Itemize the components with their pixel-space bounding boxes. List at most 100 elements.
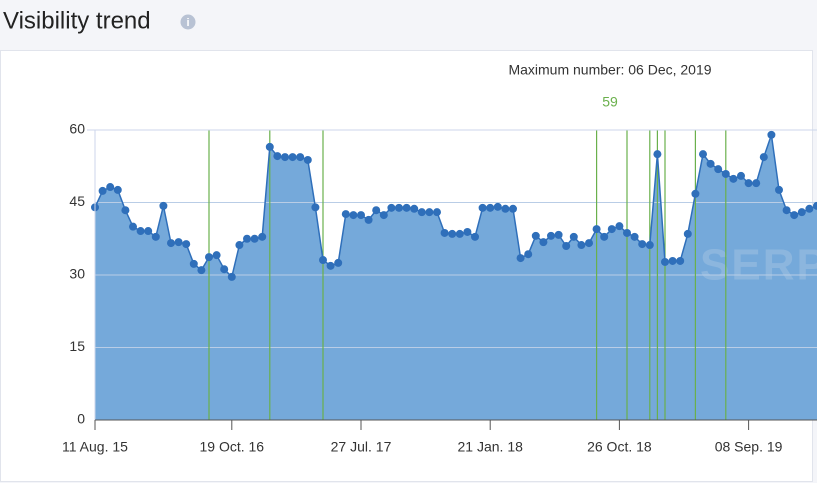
point [417,208,426,217]
point [683,229,692,238]
point [151,232,160,241]
point [585,239,593,248]
x-tick-label: 26 Oct. 18 [587,439,652,455]
area [95,134,817,421]
point [288,153,297,162]
point [501,204,510,213]
point [493,202,502,211]
point [638,240,647,249]
point [645,241,654,250]
point [250,234,259,243]
svg-text:i: i [186,17,189,29]
point [471,232,479,241]
point [706,159,715,168]
point [554,230,563,239]
point [516,254,525,263]
watermark: SERP [700,241,817,290]
point [615,222,624,231]
point [121,206,130,215]
x-tick-label: 27 Jul. 17 [331,439,392,455]
point [311,203,320,212]
point [600,232,609,241]
point [227,272,236,281]
point [159,201,168,210]
point [129,222,137,231]
point [395,203,403,212]
point [106,183,115,192]
point [531,231,540,240]
point [98,186,107,195]
annotation-value: 59 [602,94,618,110]
point [334,258,343,267]
point [357,211,365,220]
point [319,256,327,265]
point [273,152,282,161]
point [699,150,707,159]
point [182,240,191,249]
point [243,234,251,243]
point [349,211,358,220]
point [775,185,783,194]
point [455,229,464,238]
point [661,257,669,266]
point [486,203,495,212]
point [653,150,662,159]
point [562,242,571,250]
y-tick-label: 0 [77,411,85,427]
point [281,153,289,162]
point [174,238,183,247]
point [524,250,533,259]
point [212,251,221,260]
point [440,228,449,237]
point [463,227,472,236]
point [379,211,388,220]
point [220,265,229,274]
point [235,241,244,250]
point [721,169,730,178]
x-tick-label: 19 Oct. 16 [200,439,265,455]
annotation: Maximum number: 06 Dec, 2019 [508,62,711,78]
point [509,204,517,213]
point [607,225,616,234]
point [425,208,434,217]
point [197,266,206,275]
point [752,179,761,188]
point [265,142,274,151]
point [167,239,175,248]
info-icon[interactable]: i [180,14,196,30]
point [782,206,791,215]
point [691,189,700,198]
point [296,153,305,162]
point [205,253,213,262]
point [737,171,745,180]
point [805,204,814,213]
x-tick-label: 21 Jan. 18 [458,439,524,455]
point [539,238,548,247]
point [402,203,411,212]
point [189,259,198,268]
point [790,211,799,220]
point [577,241,586,250]
point [387,203,396,212]
point [623,228,631,237]
point [744,179,753,188]
page-title: Visibility trend [3,7,151,34]
point [113,185,122,194]
point [136,227,145,236]
point [547,231,555,240]
point [797,208,806,217]
point [410,204,419,213]
point [630,232,639,241]
point [813,201,817,210]
point [569,232,578,241]
point [676,256,685,265]
point [364,215,373,224]
point [767,130,776,139]
point [433,208,441,217]
point [258,232,267,241]
point [341,210,350,219]
point [759,153,768,162]
point [448,229,457,238]
